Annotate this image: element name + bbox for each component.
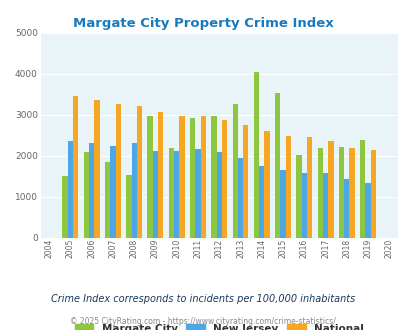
- Bar: [306, 137, 311, 238]
- Bar: [115, 104, 121, 238]
- Bar: [327, 141, 333, 238]
- Bar: [62, 176, 68, 238]
- Bar: [370, 150, 375, 238]
- Bar: [94, 100, 99, 238]
- Bar: [349, 148, 354, 238]
- Bar: [174, 151, 179, 238]
- Bar: [237, 158, 243, 238]
- Legend: Margate City, New Jersey, National: Margate City, New Jersey, National: [71, 320, 366, 330]
- Text: © 2025 CityRating.com - https://www.cityrating.com/crime-statistics/: © 2025 CityRating.com - https://www.city…: [70, 317, 335, 326]
- Bar: [73, 96, 78, 238]
- Bar: [280, 171, 285, 238]
- Bar: [338, 147, 343, 238]
- Bar: [285, 136, 290, 238]
- Bar: [322, 173, 327, 238]
- Bar: [296, 155, 301, 238]
- Text: Margate City Property Crime Index: Margate City Property Crime Index: [72, 16, 333, 29]
- Bar: [211, 116, 216, 238]
- Bar: [131, 144, 136, 238]
- Bar: [232, 104, 237, 238]
- Bar: [195, 149, 200, 238]
- Bar: [190, 118, 195, 238]
- Bar: [301, 173, 306, 238]
- Bar: [136, 106, 142, 238]
- Bar: [179, 116, 184, 238]
- Bar: [317, 148, 322, 238]
- Bar: [264, 131, 269, 238]
- Bar: [152, 151, 158, 238]
- Bar: [216, 152, 222, 238]
- Bar: [83, 152, 89, 238]
- Bar: [104, 162, 110, 238]
- Bar: [89, 144, 94, 238]
- Bar: [343, 180, 349, 238]
- Bar: [258, 166, 264, 238]
- Bar: [364, 183, 370, 238]
- Text: Crime Index corresponds to incidents per 100,000 inhabitants: Crime Index corresponds to incidents per…: [51, 294, 354, 304]
- Bar: [110, 146, 115, 238]
- Bar: [359, 140, 364, 238]
- Bar: [222, 120, 227, 238]
- Bar: [158, 113, 163, 238]
- Bar: [274, 93, 280, 238]
- Bar: [243, 125, 248, 238]
- Bar: [200, 116, 205, 238]
- Bar: [126, 176, 131, 238]
- Bar: [68, 141, 73, 238]
- Bar: [168, 148, 174, 238]
- Bar: [253, 72, 258, 238]
- Bar: [147, 116, 152, 238]
